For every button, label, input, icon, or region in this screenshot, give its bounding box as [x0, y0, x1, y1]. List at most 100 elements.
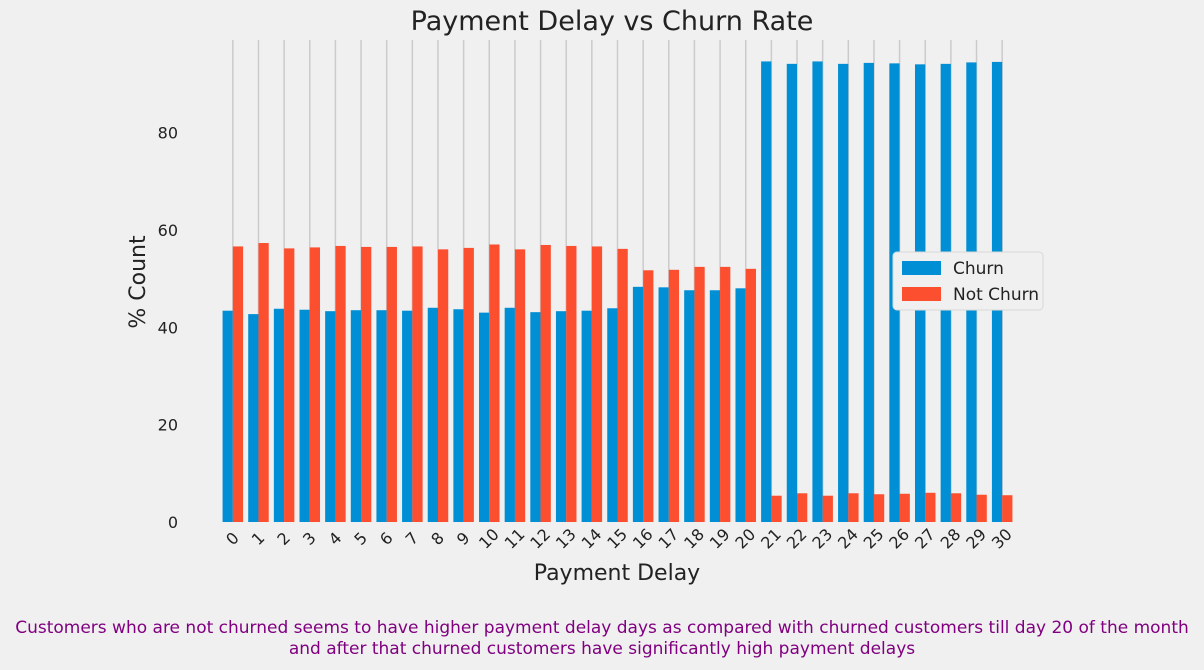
bar-churn-25: [863, 62, 874, 523]
bar-churn-3: [299, 309, 310, 522]
y-tick-label-80: 80: [158, 124, 178, 143]
bar-not-churn-27: [925, 492, 936, 522]
y-tick-label-40: 40: [158, 318, 178, 337]
bar-not-churn-16: [643, 270, 654, 522]
legend-swatch-not-churn: [902, 287, 941, 301]
bar-churn-13: [555, 311, 567, 522]
bar-churn-20: [735, 288, 746, 522]
x-axis-label: Payment Delay: [534, 561, 700, 586]
bar-churn-0: [222, 310, 233, 522]
bar-churn-2: [273, 308, 285, 522]
bar-not-churn-22: [797, 493, 808, 522]
bar-not-churn-3: [309, 247, 321, 522]
bar-churn-15: [607, 308, 618, 522]
x-tick-label-6: 6: [376, 528, 397, 549]
x-tick-label-28: 28: [937, 525, 965, 553]
x-tick-label-24: 24: [834, 525, 862, 553]
x-tick-label-23: 23: [808, 525, 836, 553]
caption-line-1: Customers who are not churned seems to h…: [15, 618, 1189, 638]
bar-not-churn-15: [617, 248, 628, 522]
bar-not-churn-25: [873, 494, 885, 522]
chart-title: Payment Delay vs Churn Rate: [411, 6, 814, 37]
x-tick-label-22: 22: [783, 525, 811, 553]
bar-not-churn-29: [976, 494, 987, 522]
bar-churn-12: [530, 312, 541, 522]
bar-not-churn-12: [540, 244, 551, 522]
bar-not-churn-10: [489, 244, 500, 522]
x-tick-label-26: 26: [885, 525, 913, 553]
bar-not-churn-14: [591, 246, 603, 523]
x-tick-label-18: 18: [680, 525, 708, 553]
bar-not-churn-9: [463, 247, 474, 522]
x-tick-label-17: 17: [655, 525, 683, 553]
x-tick-label-14: 14: [578, 525, 606, 553]
bar-not-churn-23: [822, 495, 833, 522]
x-tick-label-30: 30: [988, 525, 1016, 553]
legend: Churn Not Churn: [892, 251, 1044, 311]
x-tick-label-4: 4: [325, 528, 346, 549]
bar-not-churn-26: [899, 493, 910, 522]
x-tick-label-9: 9: [453, 528, 474, 549]
y-tick-label-0: 0: [168, 513, 178, 532]
x-tick-label-21: 21: [757, 525, 785, 553]
x-tick-label-5: 5: [350, 528, 371, 549]
bar-not-churn-20: [745, 268, 756, 522]
x-tick-label-1: 1: [248, 528, 269, 549]
bar-churn-8: [427, 307, 438, 522]
legend-label-churn: Churn: [953, 259, 1004, 279]
bar-not-churn-6: [386, 246, 397, 522]
bar-not-churn-28: [950, 493, 962, 522]
bar-churn-21: [761, 61, 772, 523]
bar-churn-17: [658, 287, 669, 522]
x-tick-label-13: 13: [552, 525, 580, 553]
x-tick-label-2: 2: [273, 528, 294, 549]
bar-not-churn-1: [258, 243, 269, 523]
bar-churn-22: [786, 63, 798, 522]
bar-not-churn-17: [668, 269, 680, 522]
bar-churn-9: [453, 309, 464, 522]
x-tick-label-11: 11: [501, 525, 529, 553]
bar-churn-16: [632, 286, 644, 522]
bar-churn-18: [684, 290, 695, 522]
bar-not-churn-2: [284, 248, 295, 522]
legend-label-not-churn: Not Churn: [953, 285, 1039, 305]
bar-not-churn-11: [514, 249, 526, 523]
bar-not-churn-18: [694, 266, 705, 522]
x-tick-label-3: 3: [299, 528, 320, 549]
bar-not-churn-21: [771, 495, 782, 522]
y-tick-label-20: 20: [158, 416, 178, 435]
y-tick-label-60: 60: [158, 221, 178, 240]
bar-churn-14: [581, 310, 592, 522]
caption-line-2: and after that churned customers have si…: [288, 639, 916, 659]
bar-not-churn-19: [720, 266, 731, 522]
bar-churn-11: [504, 307, 515, 522]
x-tick-label-29: 29: [962, 525, 990, 553]
bar-not-churn-8: [437, 249, 449, 523]
x-tick-label-27: 27: [911, 525, 939, 553]
bar-not-churn-5: [361, 246, 372, 522]
bar-not-churn-30: [1002, 495, 1013, 522]
x-tick-label-10: 10: [475, 525, 503, 553]
bar-churn-6: [376, 310, 387, 522]
caption: Customers who are not churned seems to h…: [0, 618, 1204, 660]
x-tick-label-19: 19: [706, 525, 734, 553]
x-tick-label-12: 12: [526, 525, 554, 553]
y-axis-label: % Count: [126, 235, 151, 329]
x-tick-label-25: 25: [860, 525, 888, 553]
x-tick-label-15: 15: [603, 525, 631, 553]
bar-churn-7: [402, 310, 413, 522]
x-tick-label-7: 7: [402, 528, 423, 549]
y-ticks: 0 20 40 60 80: [158, 124, 178, 532]
bar-churn-10: [479, 312, 490, 522]
bar-not-churn-0: [232, 246, 244, 523]
bar-not-churn-7: [412, 246, 423, 523]
x-tick-label-8: 8: [427, 528, 448, 549]
x-tick-label-16: 16: [629, 525, 657, 553]
bar-not-churn-24: [848, 493, 859, 522]
bar-churn-24: [838, 63, 849, 522]
bar-not-churn-4: [335, 245, 346, 523]
bar-churn-5: [350, 310, 362, 522]
x-tick-label-20: 20: [731, 525, 759, 553]
legend-swatch-churn: [902, 261, 941, 275]
bar-churn-4: [325, 311, 336, 522]
